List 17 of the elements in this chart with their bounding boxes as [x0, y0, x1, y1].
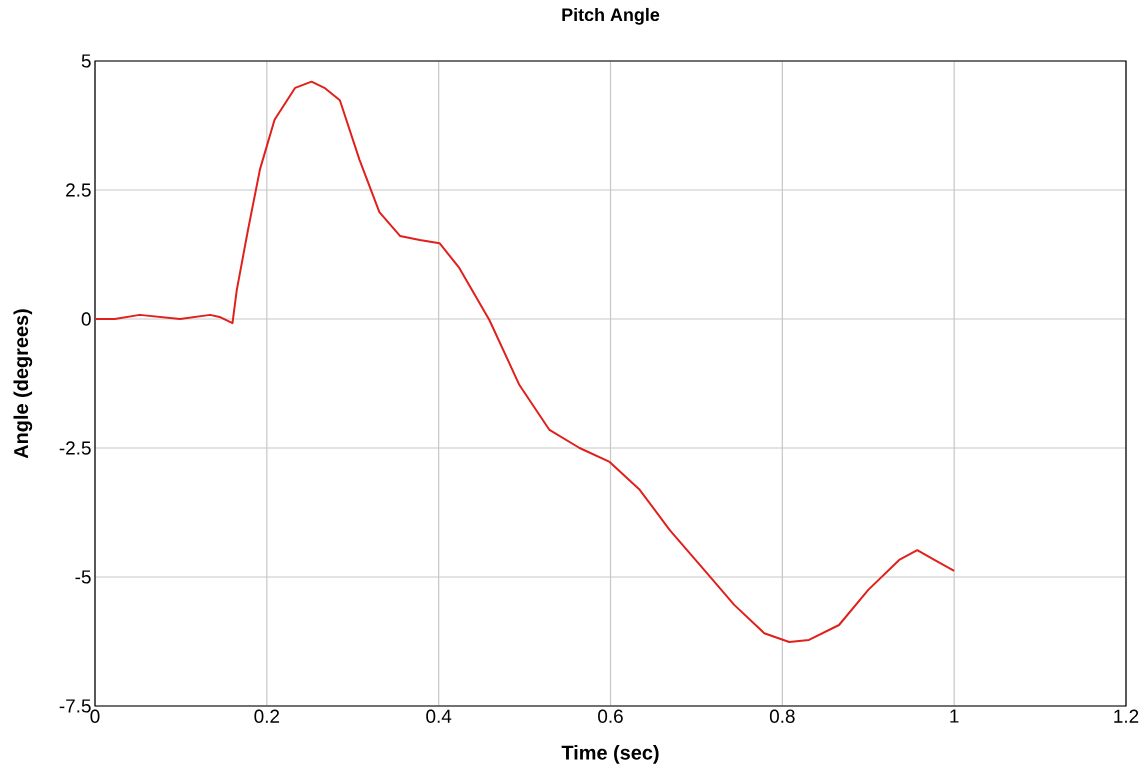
y-tick-label: 0 [81, 312, 91, 326]
x-tick-label: 1 [950, 709, 959, 723]
chart-title: Pitch Angle [562, 7, 660, 25]
x-tick-label: 0.2 [254, 709, 280, 723]
x-tick-label: 1.2 [1114, 709, 1139, 723]
y-axis-title: Angle (degrees) [13, 309, 33, 459]
x-axis-title: Time (sec) [561, 745, 659, 764]
y-tick-label: -5 [75, 570, 91, 584]
x-tick-label: 0.8 [769, 709, 795, 723]
y-tick-label: 5 [81, 54, 91, 68]
x-tick-label: 0 [90, 709, 100, 723]
y-tick-label: 2.5 [66, 183, 91, 197]
y-tick-label: -2.5 [59, 441, 91, 455]
line-series [95, 80, 956, 644]
x-tick-label: 0.4 [426, 709, 452, 723]
x-tick-label: 0.6 [598, 709, 623, 723]
y-tick-label: -7.5 [59, 699, 91, 713]
